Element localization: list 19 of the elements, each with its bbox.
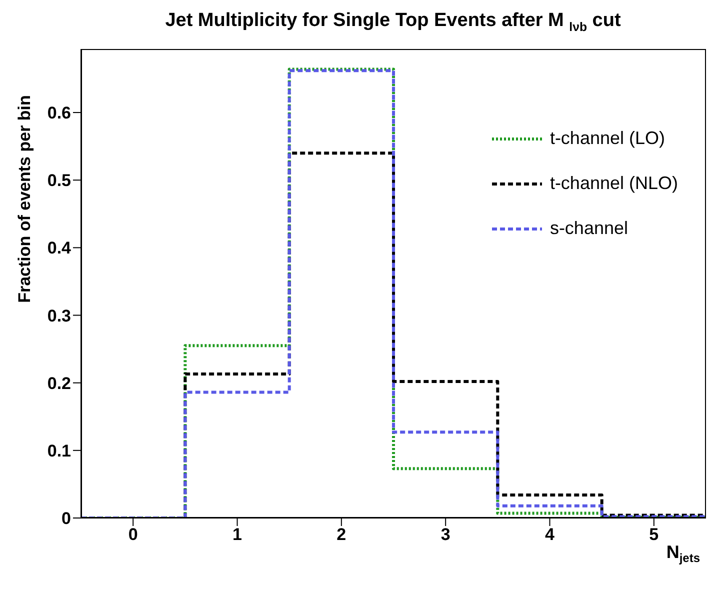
y-tick-label: 0.1: [47, 441, 71, 460]
y-tick-label: 0.6: [47, 104, 71, 123]
y-tick-label: 0.3: [47, 306, 71, 326]
legend-label: t-channel (NLO): [550, 173, 678, 194]
x-axis-title: N$_{jets}$: [666, 542, 700, 565]
y-tick-label: 0.2: [47, 374, 71, 393]
legend-label: s-channel: [550, 218, 628, 239]
x-tick-label: 4: [545, 525, 556, 544]
y-tick-label: 0.5: [47, 171, 71, 190]
x-tick-label: 0: [128, 525, 138, 544]
x-tick-label: 3: [440, 525, 450, 544]
y-tick-label: 0.4: [47, 238, 72, 258]
x-tick-label: 5: [649, 525, 659, 544]
y-axis-title: Fraction of events per bin: [15, 95, 34, 303]
chart-title: Jet Multiplicity for Single Top Events after M $_{lνb}$ cut: [165, 10, 621, 34]
legend-label: t-channel (LO): [550, 128, 665, 149]
y-tick-label: 0: [62, 509, 71, 528]
x-tick-label: 1: [232, 525, 242, 544]
x-tick-label: 2: [336, 525, 346, 544]
